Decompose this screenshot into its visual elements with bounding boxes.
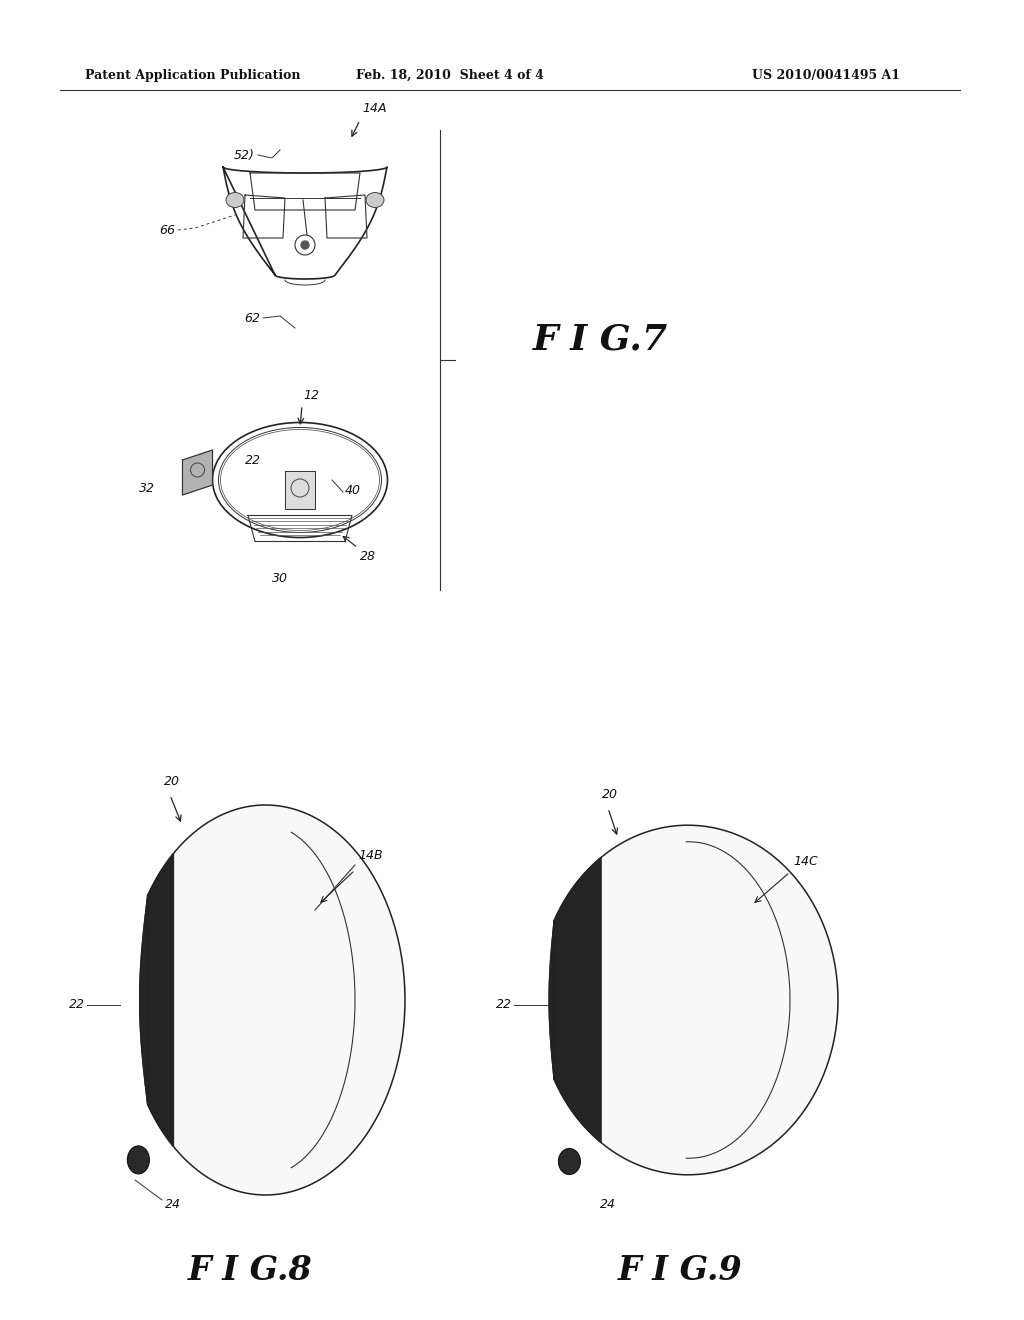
Text: US 2010/0041495 A1: US 2010/0041495 A1 (752, 69, 900, 82)
Text: F I G.7: F I G.7 (532, 323, 668, 356)
Text: Patent Application Publication: Patent Application Publication (85, 69, 300, 82)
Ellipse shape (558, 1148, 581, 1175)
Text: 14C: 14C (793, 855, 818, 869)
Text: 14B: 14B (358, 849, 383, 862)
Ellipse shape (127, 1146, 150, 1173)
Text: 62: 62 (244, 312, 260, 325)
Text: 20: 20 (164, 775, 180, 788)
Text: 22: 22 (69, 998, 85, 1011)
Text: 24: 24 (165, 1199, 181, 1212)
Polygon shape (139, 805, 404, 1195)
Text: 24: 24 (600, 1199, 616, 1212)
Ellipse shape (366, 193, 384, 207)
Text: 28: 28 (360, 550, 376, 564)
Bar (285, 471, 315, 510)
Text: 32: 32 (139, 482, 155, 495)
Text: 14A: 14A (362, 102, 386, 115)
Text: 52): 52) (234, 149, 255, 161)
Ellipse shape (226, 193, 244, 207)
Polygon shape (549, 858, 601, 1143)
Text: 40: 40 (345, 483, 361, 496)
Polygon shape (549, 825, 838, 1175)
Text: 20: 20 (602, 788, 618, 801)
Polygon shape (182, 450, 213, 495)
Text: 22: 22 (245, 454, 261, 466)
Polygon shape (139, 854, 173, 1147)
Circle shape (301, 242, 309, 249)
Text: 30: 30 (272, 572, 288, 585)
Text: 66: 66 (159, 223, 175, 236)
Text: Feb. 18, 2010  Sheet 4 of 4: Feb. 18, 2010 Sheet 4 of 4 (356, 69, 544, 82)
Text: F I G.9: F I G.9 (617, 1254, 742, 1287)
Text: 12: 12 (303, 389, 319, 403)
Text: 22: 22 (496, 998, 512, 1011)
Text: F I G.8: F I G.8 (187, 1254, 312, 1287)
